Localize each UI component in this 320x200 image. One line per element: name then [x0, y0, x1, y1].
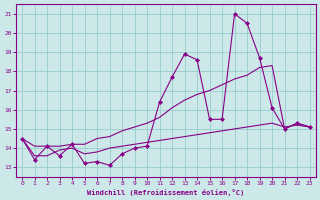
X-axis label: Windchill (Refroidissement éolien,°C): Windchill (Refroidissement éolien,°C): [87, 189, 244, 196]
